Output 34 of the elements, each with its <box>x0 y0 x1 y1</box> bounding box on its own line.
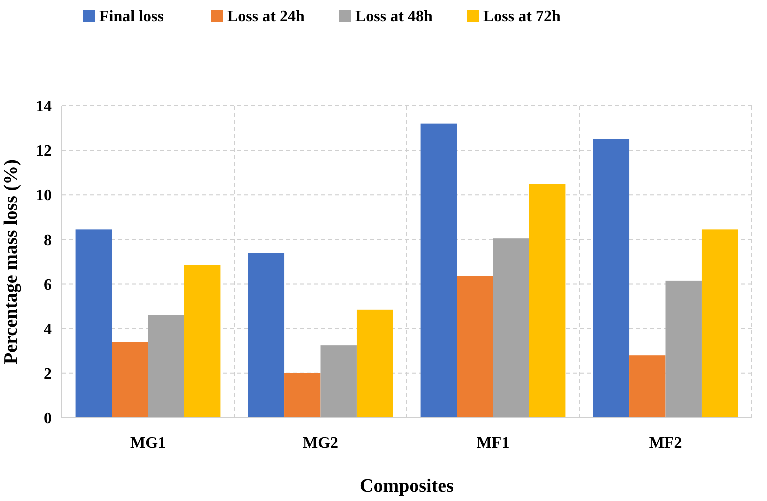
bar <box>184 265 221 418</box>
x-tick-label: MG1 <box>130 435 166 452</box>
y-axis-title: Percentage mass loss (%) <box>1 160 22 364</box>
legend-label: Loss at 48h <box>356 8 433 26</box>
x-tick-label: MF2 <box>649 435 682 452</box>
bar <box>420 124 458 418</box>
bar <box>630 356 666 418</box>
bar <box>666 280 702 418</box>
bar <box>112 342 148 418</box>
bar <box>148 315 184 418</box>
bar <box>248 253 285 418</box>
bar <box>593 139 630 418</box>
legend-label: Loss at 24h <box>228 8 305 26</box>
y-tick-label: 2 <box>44 366 52 384</box>
y-tick-label: 0 <box>44 410 52 428</box>
x-axis-title: Composites <box>360 476 454 497</box>
bar <box>320 346 357 418</box>
bar <box>493 238 530 418</box>
bar <box>702 230 738 418</box>
bar <box>356 310 394 418</box>
x-tick-label: MG2 <box>302 435 339 452</box>
bar <box>457 276 494 418</box>
legend-label: Loss at 72h <box>484 8 561 26</box>
y-tick-label: 10 <box>36 188 52 205</box>
legend-label: Final loss <box>100 8 164 26</box>
bar <box>529 184 566 418</box>
y-tick-label: 8 <box>44 232 52 250</box>
y-tick-label: 12 <box>36 143 52 160</box>
y-tick-label: 4 <box>44 321 52 338</box>
x-tick-label: MF1 <box>476 435 510 452</box>
y-tick-label: 14 <box>36 98 52 116</box>
bar <box>284 373 321 418</box>
bar <box>76 230 112 418</box>
y-tick-label: 6 <box>44 276 52 294</box>
